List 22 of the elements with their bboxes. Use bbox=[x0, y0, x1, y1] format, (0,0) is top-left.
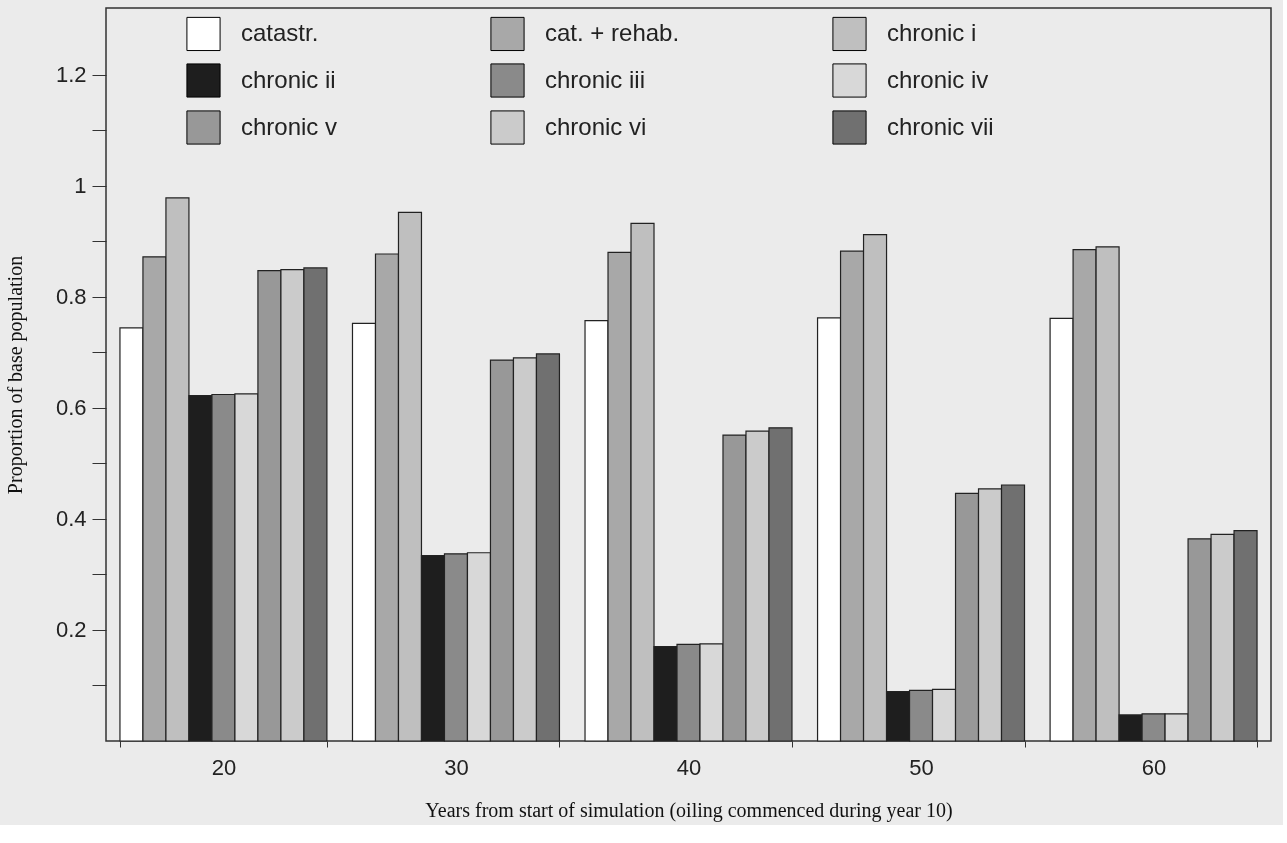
y-tick-label: 0.2 bbox=[55, 617, 87, 643]
legend-label: chronic i bbox=[887, 18, 977, 46]
legend-label: chronic vi bbox=[545, 112, 647, 140]
y-tick-label: 1.2 bbox=[55, 62, 87, 88]
x-tick-label: 60 bbox=[1141, 754, 1167, 780]
x-tick-label: 50 bbox=[909, 754, 934, 780]
x-tick-label: 40 bbox=[676, 754, 702, 780]
x-tick-label: 30 bbox=[444, 754, 469, 780]
x-axis-title: Years from start of simulation (oiling commenced during year 10) bbox=[425, 798, 953, 822]
legend-label: chronic v bbox=[241, 112, 338, 140]
x-tick-label: 20 bbox=[211, 754, 237, 780]
legend-label: chronic vii bbox=[887, 112, 994, 140]
y-axis-title: Proportion of base population bbox=[3, 255, 27, 495]
legend-label: chronic ii bbox=[241, 65, 336, 93]
y-tick-label: 1 bbox=[74, 173, 87, 199]
legend-label: catastr. bbox=[241, 18, 319, 46]
legend-label: chronic iv bbox=[887, 65, 989, 93]
y-tick-label: 0.4 bbox=[55, 506, 87, 532]
legend-label: cat. + rehab. bbox=[545, 18, 680, 46]
legend-label: chronic iii bbox=[545, 65, 646, 93]
y-tick-label: 0.6 bbox=[55, 395, 87, 421]
y-tick-label: 0.8 bbox=[55, 284, 87, 310]
